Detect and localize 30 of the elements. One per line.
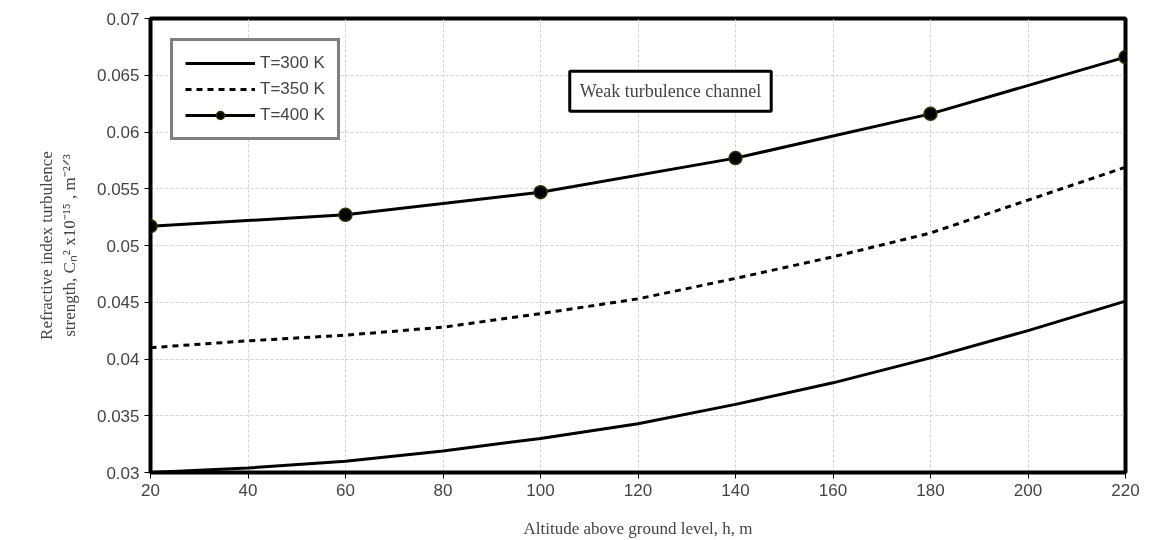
y-tick-label: 0.055 — [96, 179, 140, 199]
x-tick-label: 200 — [1013, 480, 1043, 500]
x-tick-label: 40 — [238, 480, 258, 500]
legend-label: T=400 K — [260, 105, 325, 125]
x-tick-label: 140 — [721, 480, 750, 500]
x-tick-label: 20 — [141, 480, 160, 500]
y-tick-label: 0.045 — [96, 293, 140, 313]
y-tick-label: 0.07 — [106, 9, 140, 29]
point — [533, 184, 548, 200]
y-tick-label: 0.065 — [96, 66, 140, 86]
point — [923, 106, 938, 122]
x-axis-title: Altitude above ground level, h, m — [523, 518, 753, 538]
y-tick-label: 0.03 — [106, 463, 140, 483]
annotation: Weak turbulence channel — [579, 81, 762, 102]
y-tick-label: 0.05 — [106, 236, 140, 256]
legend-label: T=300 K — [260, 53, 325, 73]
point — [728, 150, 743, 166]
y-tick-label: 0.035 — [96, 406, 140, 426]
point — [338, 207, 353, 223]
y-tick-label: 0.06 — [106, 123, 140, 142]
y-tick-label: 0.04 — [106, 350, 140, 369]
x-tick-label: 220 — [1111, 480, 1140, 500]
x-tick-label: 180 — [916, 480, 945, 500]
x-tick-label: 160 — [818, 480, 848, 500]
x-tick-label: 80 — [433, 480, 453, 500]
y-axis-title: Refractive index turbulence strength, Cₙ² x10⁻¹⁵ , m⁻²ᐟ³ — [37, 151, 79, 340]
x-tick-label: 60 — [336, 480, 355, 500]
x-tick-label: 100 — [526, 480, 555, 500]
x-tick-label: 120 — [623, 480, 653, 500]
legend-label: T=350 K — [260, 79, 325, 99]
